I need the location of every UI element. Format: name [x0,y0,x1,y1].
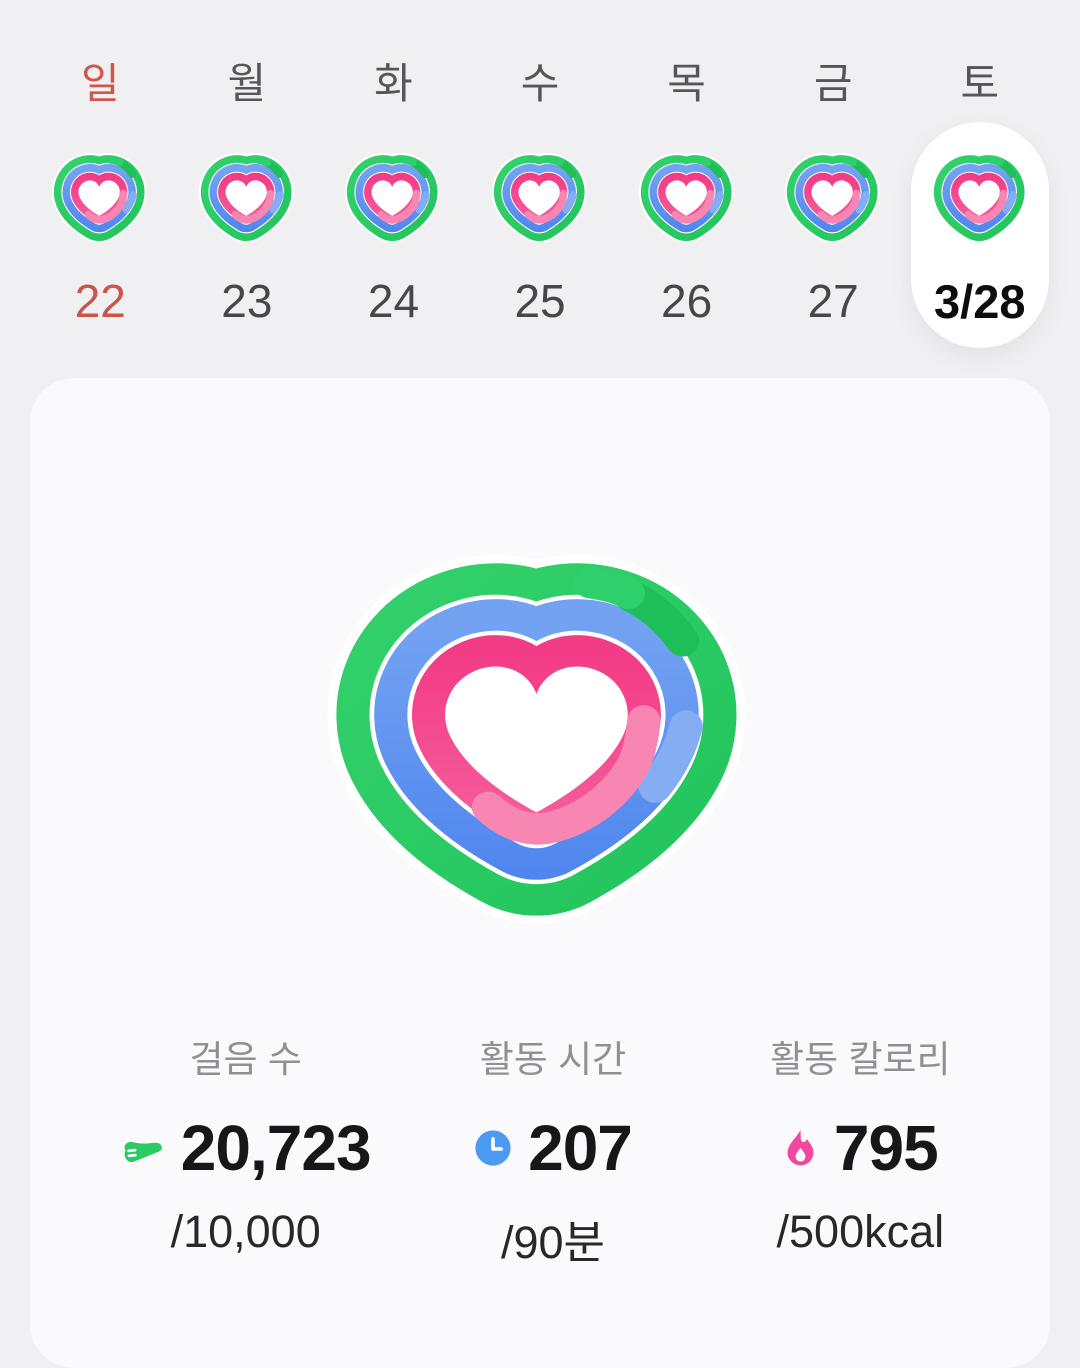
day-label: 월 [227,60,267,107]
day-column-thursday[interactable]: 목 26 [613,0,760,378]
day-column-wednesday[interactable]: 수 25 [467,0,614,378]
week-strip: 일 22 월 23 화 24 수 25 목 26 금 [0,0,1080,378]
day-label: 화 [374,60,413,107]
day-label: 목 [667,60,706,107]
stat-active-calories[interactable]: 활동 칼로리 795 /500kcal [707,1038,1014,1271]
daily-summary-card: 걸음 수 20,723 /10,000 활동 시간 [30,378,1050,1368]
activity-heart-icon [637,152,737,246]
shoe-icon [121,1127,165,1169]
stats-row: 걸음 수 20,723 /10,000 활동 시간 [30,1038,1050,1271]
day-column-saturday-selected[interactable]: 토 3/28 [906,0,1053,378]
day-date: 24 [367,275,420,327]
activity-heart-icon [490,152,590,246]
day-column-monday[interactable]: 월 23 [174,0,321,378]
clock-icon [474,1129,512,1167]
day-label: 일 [80,60,120,107]
steps-goal: /10,000 [170,1206,321,1257]
activity-heart-icon [197,152,297,246]
day-column-friday[interactable]: 금 27 [760,0,907,378]
day-date: 22 [74,275,126,327]
day-label: 수 [520,60,560,107]
activity-heart-icon [783,152,883,246]
flame-icon [783,1128,818,1169]
active-calories-goal: /500kcal [776,1206,945,1257]
active-time-goal: /90분 [501,1217,605,1268]
day-label: 금 [813,60,853,107]
day-column-sunday[interactable]: 일 22 [27,0,174,378]
day-date: 26 [661,275,713,327]
activity-heart-icon [930,152,1030,246]
stat-label: 활동 칼로리 [770,1039,951,1080]
day-date: 23 [221,275,273,327]
stat-active-time[interactable]: 활동 시간 207 /90분 [399,1038,706,1271]
stat-steps[interactable]: 걸음 수 20,723 /10,000 [92,1038,399,1271]
activity-heart-icon [343,152,443,246]
day-date: 3/28 [934,275,1026,328]
activity-rings-heart [319,550,761,936]
active-time-value: 207 [528,1112,633,1184]
active-calories-value: 795 [833,1112,939,1184]
day-date: 27 [807,275,859,327]
stat-label: 걸음 수 [189,1039,302,1080]
steps-value: 20,723 [180,1112,372,1184]
day-column-tuesday[interactable]: 화 24 [320,0,467,378]
activity-heart-icon [50,152,150,246]
day-date: 25 [514,275,566,327]
day-label: 토 [960,60,1000,107]
stat-label: 활동 시간 [479,1039,627,1080]
